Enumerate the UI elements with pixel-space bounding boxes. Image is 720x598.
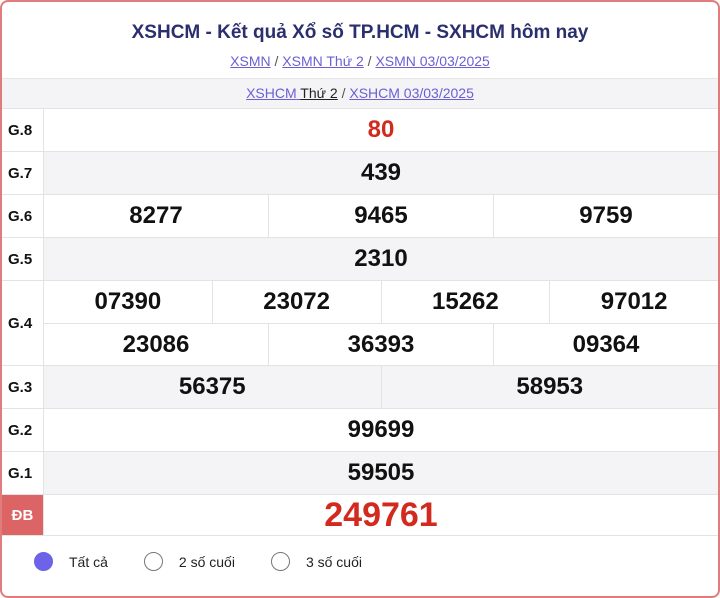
prize-row: G.4 07390 23072 15262 97012 23086 36393 09364 (2, 280, 718, 365)
prize-number: 56375 (178, 373, 246, 400)
prize-label: G.1 (2, 452, 44, 494)
prize-numbers: 8277 9465 9759 (44, 195, 718, 237)
filter-option[interactable]: 2 số cuối (143, 552, 235, 571)
breadcrumb: XSMN / XSMN Thứ 2 / XSMN 03/03/2025 (2, 53, 718, 73)
prize-label: G.6 (2, 195, 44, 237)
prize-numbers: 07390 23072 15262 97012 23086 36393 09364 (44, 281, 718, 365)
prize-number: 23072 (211, 281, 381, 323)
sub-breadcrumb-xshcm-thu2[interactable]: XSHCM Thứ 2 (246, 85, 338, 101)
prize-row: G.3 56375 58953 (2, 365, 718, 408)
number-line: 59505 (44, 452, 718, 494)
prize-number: 97012 (549, 281, 718, 323)
prize-row: G.8 80 (2, 108, 718, 151)
prize-row: G.5 2310 (2, 237, 718, 280)
prize-number: 2310 (354, 245, 408, 272)
prize-number: 15262 (380, 281, 550, 323)
prize-number: 8277 (129, 202, 183, 229)
filter-option[interactable]: Tất cả (34, 552, 108, 571)
prize-number: 9465 (268, 195, 493, 237)
separator: / (367, 53, 372, 69)
sub-breadcrumb-xshcm-date[interactable]: XSHCM 03/03/2025 (349, 85, 474, 101)
number-line: 249761 (44, 495, 718, 535)
prize-numbers: 2310 (44, 238, 718, 280)
link-text: XSHCM (246, 85, 297, 101)
prize-number: 59505 (347, 459, 415, 486)
sub-breadcrumb: XSHCM Thứ 2 / XSHCM 03/03/2025 (2, 78, 718, 108)
breadcrumb-xsmn[interactable]: XSMN (230, 53, 271, 69)
results-table: G.8 80 G.7 439 G.6 8277 9465 9759 G.5 2310 G.4 0739… (2, 108, 718, 536)
prize-number: 80 (367, 116, 395, 143)
page-title: XSHCM - Kết quả Xổ số TP.HCM - SXHCM hôm… (131, 22, 589, 43)
link-suffix: Thứ 2 (300, 85, 338, 101)
prize-number: 99699 (347, 416, 415, 443)
prize-label: G.3 (2, 366, 44, 408)
prize-numbers: 80 (44, 109, 718, 151)
filter-label: 3 số cuối (305, 553, 362, 570)
radio-icon[interactable] (143, 552, 163, 571)
prize-row: G.6 8277 9465 9759 (2, 194, 718, 237)
filter-option[interactable]: 3 số cuối (270, 552, 362, 571)
prize-number: 58953 (380, 366, 719, 408)
separator: / (341, 85, 346, 101)
number-line: 99699 (44, 409, 718, 451)
prize-numbers: 56375 58953 (44, 366, 718, 408)
breadcrumb-xsmn-thu2[interactable]: XSMN Thứ 2 (282, 53, 364, 69)
prize-row: G.2 99699 (2, 408, 718, 451)
prize-label: G.8 (2, 109, 44, 151)
prize-row: ĐB 249761 (2, 494, 718, 536)
prize-number: 07390 (94, 288, 162, 315)
prize-number: 23086 (122, 330, 190, 358)
radio-icon[interactable] (270, 552, 290, 571)
prize-label: G.5 (2, 238, 44, 280)
prize-number: 249761 (324, 495, 438, 534)
prize-numbers: 439 (44, 152, 718, 194)
number-line: 2310 (44, 238, 718, 280)
prize-label: ĐB (2, 495, 44, 535)
number-line: 439 (44, 152, 718, 194)
prize-label: G.4 (2, 281, 44, 365)
prize-number: 9759 (493, 195, 718, 237)
separator: / (274, 53, 279, 69)
breadcrumb-xsmn-date[interactable]: XSMN 03/03/2025 (375, 53, 490, 69)
prize-numbers: 59505 (44, 452, 718, 494)
prize-number: 36393 (268, 324, 493, 365)
prize-numbers: 249761 (44, 495, 718, 535)
digit-filter: Tất cả 2 số cuối 3 số cuối (34, 552, 398, 571)
number-line: 80 (44, 109, 718, 151)
number-line: 8277 9465 9759 (44, 195, 718, 237)
prize-row: G.7 439 (2, 151, 718, 194)
filter-label: 2 số cuối (178, 553, 235, 570)
prize-label: G.2 (2, 409, 44, 451)
prize-row: G.1 59505 (2, 451, 718, 494)
prize-numbers: 99699 (44, 409, 718, 451)
filter-label: Tất cả (69, 553, 108, 570)
prize-number: 09364 (493, 324, 718, 365)
number-line: 23086 36393 09364 (44, 323, 718, 365)
radio-icon[interactable] (34, 552, 53, 571)
number-line: 07390 23072 15262 97012 (44, 281, 718, 323)
prize-number: 439 (360, 159, 402, 186)
number-line: 56375 58953 (44, 366, 718, 408)
prize-label: G.7 (2, 152, 44, 194)
